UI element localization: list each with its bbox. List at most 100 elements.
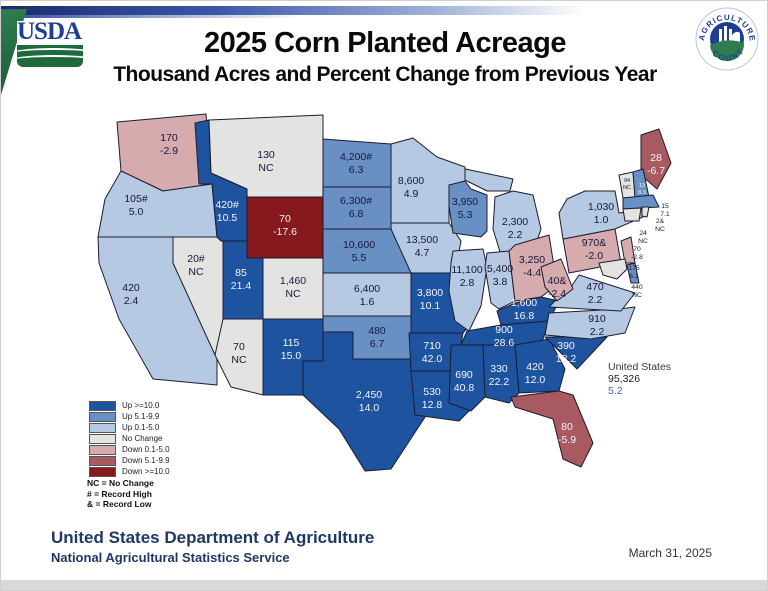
footnote-record-high: # = Record High — [87, 488, 152, 499]
legend-swatch-down5 — [89, 455, 116, 466]
legend-swatch-up10 — [89, 400, 116, 411]
state-label-nj: 70 -2.8 — [631, 246, 643, 261]
state-label-nh: 13 8.3 — [638, 183, 646, 196]
state-label-ct: 24 NC — [638, 230, 648, 245]
state-label-mn: 8,600 4.9 — [398, 175, 424, 200]
state-label-or: 105# 5.0 — [124, 193, 148, 218]
state-label-fl: 80 -5.9 — [558, 421, 576, 446]
state-de — [626, 262, 640, 284]
state-label-ok: 480 6.7 — [368, 325, 386, 350]
us-total-block: United States 95,326 5.2 — [608, 361, 671, 397]
state-label-ky: 1,600 16.8 — [511, 297, 537, 322]
state-label-ks: 6,400 1.6 — [354, 283, 380, 308]
state-wv — [540, 258, 574, 302]
state-label-tx: 2,450 14.0 — [356, 389, 382, 414]
state-label-wy: 70 -17.6 — [273, 213, 297, 238]
legend-row: Up 0.1-5.0 — [89, 422, 170, 433]
usda-logo: USDA — [17, 18, 85, 71]
state-label-id: 420# 10.5 — [215, 199, 239, 224]
state-label-me: 28 -6.7 — [647, 152, 665, 177]
bottom-bar — [1, 580, 767, 590]
legend-swatch-up1 — [89, 422, 116, 433]
state-label-sd: 6,300# 6.8 — [340, 195, 372, 220]
state-label-nc: 910 2.2 — [588, 313, 606, 338]
state-label-ia: 13,500 4.7 — [406, 234, 438, 259]
legend-row: Down 5.1-9.9 — [89, 455, 170, 466]
legend-row: No Change — [89, 433, 170, 444]
state-label-nm: 115 15.0 — [281, 337, 302, 362]
legend-row: Down 0.1-5.0 — [89, 444, 170, 455]
usda-logo-text: USDA — [17, 18, 82, 45]
state-ct — [622, 207, 642, 222]
state-label-il: 11,100 2.8 — [451, 264, 482, 289]
footer-agency: United States Department of Agriculture — [51, 528, 375, 547]
legend-label: No Change — [122, 434, 163, 443]
state-ma — [622, 194, 660, 210]
legend-row: Up >=10.0 — [89, 400, 170, 411]
legend-swatch-down1 — [89, 444, 116, 455]
legend-row: Down >=10.0 — [89, 466, 170, 477]
state-label-az: 70 NC — [231, 341, 247, 366]
state-tx — [302, 331, 432, 472]
us-total-label: United States — [608, 361, 671, 373]
state-label-ri: 2& NC — [655, 218, 665, 233]
usda-logo-field — [17, 45, 83, 67]
us-total-value: 95,326 — [608, 373, 640, 385]
footnote-record-low: & = Record Low — [87, 499, 152, 509]
legend-label: Up 0.1-5.0 — [122, 423, 160, 432]
legend-swatch-up5 — [89, 411, 116, 422]
state-label-pa: 970& -2.0 — [582, 237, 607, 262]
state-label-sc: 390 18.2 — [556, 340, 577, 365]
legend-label: Down 0.1-5.0 — [122, 445, 170, 454]
state-label-ga: 420 12.0 — [525, 361, 546, 386]
state-label-mi: 2,300 2.2 — [502, 216, 528, 241]
state-fl — [510, 390, 594, 468]
state-ms — [448, 344, 486, 412]
state-label-ny: 1,030 1.0 — [588, 201, 614, 226]
state-label-vt: 94 NC — [623, 178, 631, 191]
state-label-la: 530 12.8 — [422, 386, 443, 411]
state-label-tn: 900 28.6 — [494, 324, 515, 349]
state-label-wi: 3,950 5.3 — [452, 196, 478, 221]
state-label-nv: 20# NC — [187, 253, 205, 278]
state-label-al: 330 22.2 — [489, 363, 510, 388]
state-label-ar: 710 42.0 — [422, 340, 443, 365]
legend-swatch-down10 — [89, 466, 116, 477]
state-label-wa: 170 -2.9 — [160, 132, 178, 157]
state-label-nd: 4,200# 6.3 — [340, 151, 372, 176]
state-label-in: 5,400 3.8 — [487, 263, 513, 288]
state-label-de: 175 6.1 — [628, 265, 640, 280]
footer-date: March 31, 2025 — [628, 546, 712, 560]
legend-footnotes: NC = No Change # = Record High & = Recor… — [87, 478, 154, 510]
state-nd — [322, 138, 392, 188]
state-me — [640, 128, 672, 190]
state-label-mo: 3,800 10.1 — [417, 287, 443, 312]
page-title: 2025 Corn Planted Acreage — [204, 27, 566, 59]
state-label-ne: 10,600 5.5 — [343, 239, 375, 264]
us-total-pct: 5.2 — [608, 385, 623, 397]
state-label-ms: 690 40.8 — [454, 369, 475, 394]
state-wi — [448, 180, 488, 238]
state-az — [214, 318, 264, 396]
state-il — [448, 248, 488, 332]
legend-row: Up 5.1-9.9 — [89, 411, 170, 422]
legend-label: Up 5.1-9.9 — [122, 412, 160, 421]
footnote-nc: NC = No Change — [87, 478, 154, 488]
state-labels-layer: 170 -2.9 105# 5.0 420 2.4 20# NC 420# 10.5 130 NC 70… — [122, 132, 670, 446]
state-label-co: 1,460 NC — [280, 275, 306, 300]
legend-label: Down >=10.0 — [122, 467, 170, 476]
state-ri — [641, 206, 650, 218]
state-label-md: 440 NC — [631, 284, 643, 299]
map-legend: Up >=10.0 Up 5.1-9.9 Up 0.1-5.0 No Chang… — [89, 400, 170, 477]
state-md — [598, 258, 628, 280]
states-layer — [97, 113, 672, 472]
legend-label: Up >=10.0 — [122, 401, 160, 410]
agriculture-counts-logo: AGRICULTURE COUNTS — [695, 7, 759, 71]
state-ga — [514, 338, 566, 394]
legend-swatch-nc — [89, 433, 116, 444]
state-label-ma: 15 7.1 — [660, 203, 670, 218]
legend-label: Down 5.1-9.9 — [122, 456, 170, 465]
top-stripe-accent — [1, 15, 301, 18]
